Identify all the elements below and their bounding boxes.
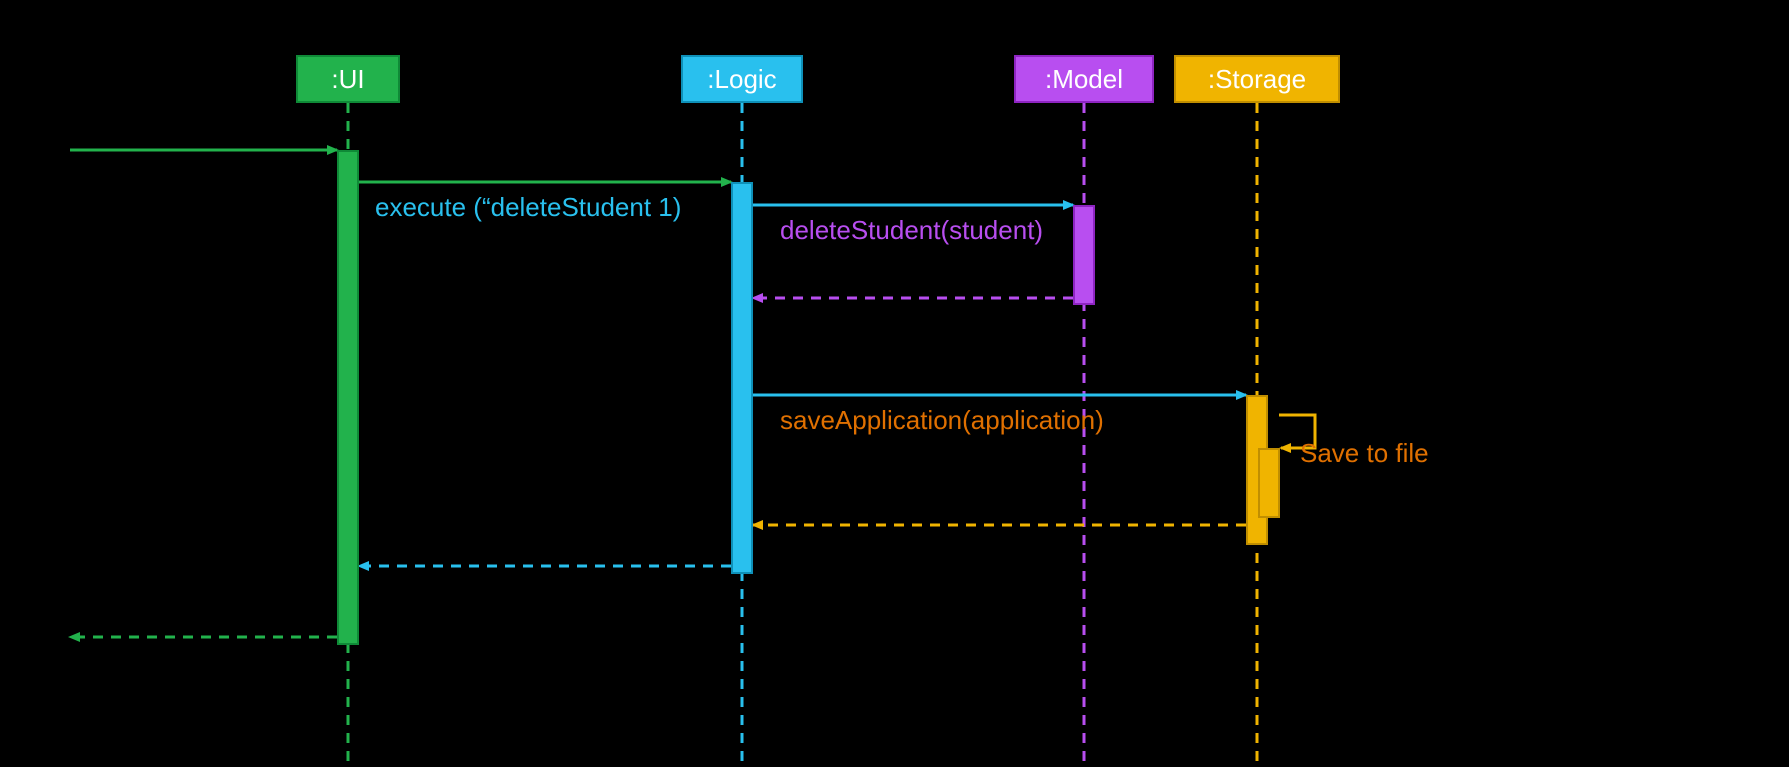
lifeline-box-storage: :Storage (1174, 55, 1340, 103)
lifeline-label-logic: :Logic (707, 64, 776, 95)
activation-storage-act-inner (1258, 448, 1280, 518)
message-label-execute: execute (“deleteStudent 1) (375, 192, 681, 223)
self-message-label-save-to-file: Save to file (1300, 438, 1429, 469)
lifeline-box-logic: :Logic (681, 55, 803, 103)
message-label-saveApplication: saveApplication(application) (780, 405, 1104, 436)
message-label-deleteStudent: deleteStudent(student) (780, 215, 1043, 246)
activation-logic-act (731, 182, 753, 574)
lifeline-label-ui: :UI (331, 64, 364, 95)
lifeline-label-storage: :Storage (1208, 64, 1306, 95)
lifeline-box-model: :Model (1014, 55, 1154, 103)
activation-model-act (1073, 205, 1095, 305)
activation-ui-act (337, 150, 359, 645)
lifeline-box-ui: :UI (296, 55, 400, 103)
lifeline-label-model: :Model (1045, 64, 1123, 95)
